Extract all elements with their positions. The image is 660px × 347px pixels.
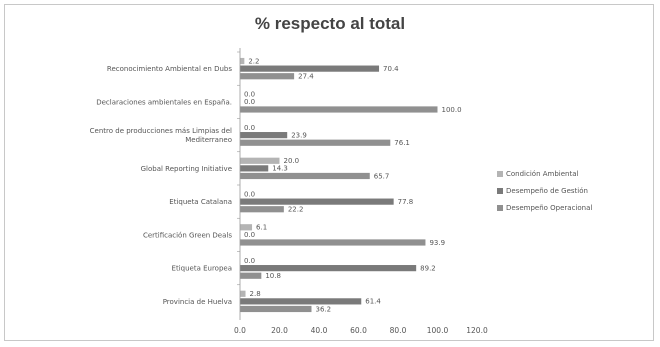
data-label: 36.2 (315, 305, 331, 313)
data-label: 0.0 (244, 231, 255, 239)
data-label: 0.0 (244, 257, 255, 265)
bar-1-2 (240, 132, 288, 139)
legend-swatch (497, 188, 503, 194)
x-tick-label: 40.0 (311, 326, 328, 335)
bar-2-1 (240, 106, 438, 113)
bar-2-4 (240, 206, 284, 213)
data-label: 65.7 (374, 172, 390, 180)
category-labels: Reconocimiento Ambiental en Dubs Declarac… (90, 65, 233, 306)
x-tick-label: 0.0 (234, 326, 246, 335)
category-label: Declaraciones ambientales en España. (96, 98, 232, 106)
category-label: Centro de producciones más Limpias del Me… (90, 127, 232, 144)
data-label: 0.0 (244, 91, 255, 99)
data-label: 20.0 (284, 157, 300, 165)
bar-1-7 (240, 298, 362, 305)
bar-0-5 (240, 224, 253, 231)
bar-1-3 (240, 165, 269, 172)
data-label: 61.4 (365, 298, 381, 306)
legend-swatch (497, 205, 503, 211)
data-label: 14.3 (272, 165, 288, 173)
category-label: Etiqueta Catalana (169, 198, 232, 206)
bar-1-6 (240, 265, 417, 272)
category-label: Global Reporting Initiative (141, 165, 232, 173)
bars (240, 57, 438, 313)
data-label: 76.1 (394, 139, 410, 147)
data-label: 0.0 (244, 124, 255, 132)
chart-title: % respecto al total (254, 14, 406, 33)
category-label: Reconocimiento Ambiental en Dubs (107, 65, 232, 73)
bar-2-7 (240, 305, 312, 313)
x-tick-label: 20.0 (271, 326, 288, 335)
data-labels: 2.270.427.40.00.0100.00.023.976.120.014.… (244, 57, 462, 313)
bar-1-4 (240, 198, 394, 205)
data-label: 0.0 (244, 190, 255, 198)
bar-2-6 (240, 272, 262, 279)
data-label: 27.4 (298, 73, 314, 81)
legend-entry: Desempeño Operacional (506, 204, 592, 212)
bar-0-0 (240, 57, 245, 65)
bar-2-2 (240, 139, 391, 146)
bar-2-0 (240, 73, 295, 80)
bar-2-3 (240, 172, 370, 180)
legend-entry: Desempeño de Gestión (506, 187, 588, 195)
category-label: Etiqueta Europea (172, 265, 232, 273)
axes (237, 48, 241, 320)
legend-swatch (497, 171, 503, 177)
x-tick-label: 60.0 (350, 326, 367, 335)
bar-0-3 (240, 157, 280, 164)
data-label: 93.9 (429, 239, 445, 247)
data-label: 2.2 (248, 57, 259, 65)
data-label: 70.4 (383, 65, 399, 73)
bar-1-0 (240, 65, 380, 72)
x-tick-label: 100.0 (427, 326, 449, 335)
x-tick-labels: 0.0 20.0 40.0 60.0 80.0 100.0 120.0 (234, 326, 488, 335)
category-label: Provincia de Huelva (163, 298, 232, 306)
legend-entry: Condición Ambiental (506, 170, 579, 178)
data-label: 77.8 (398, 198, 414, 206)
bar-0-7 (240, 290, 246, 297)
category-label: Certificación Green Deals (143, 231, 232, 239)
data-label: 10.8 (265, 272, 281, 280)
chart-frame (4, 4, 654, 341)
data-label: 2.8 (250, 290, 261, 298)
x-tick-label: 80.0 (390, 326, 407, 335)
data-label: 89.2 (420, 264, 436, 272)
data-label: 100.0 (442, 106, 462, 114)
data-label: 23.9 (291, 131, 307, 139)
data-label: 22.2 (288, 206, 304, 214)
bar-2-5 (240, 239, 426, 246)
data-label: 0.0 (244, 98, 255, 106)
legend: Condición Ambiental Desempeño de Gestión D… (497, 170, 592, 212)
x-tick-label: 120.0 (466, 326, 488, 335)
data-label: 6.1 (256, 224, 267, 232)
